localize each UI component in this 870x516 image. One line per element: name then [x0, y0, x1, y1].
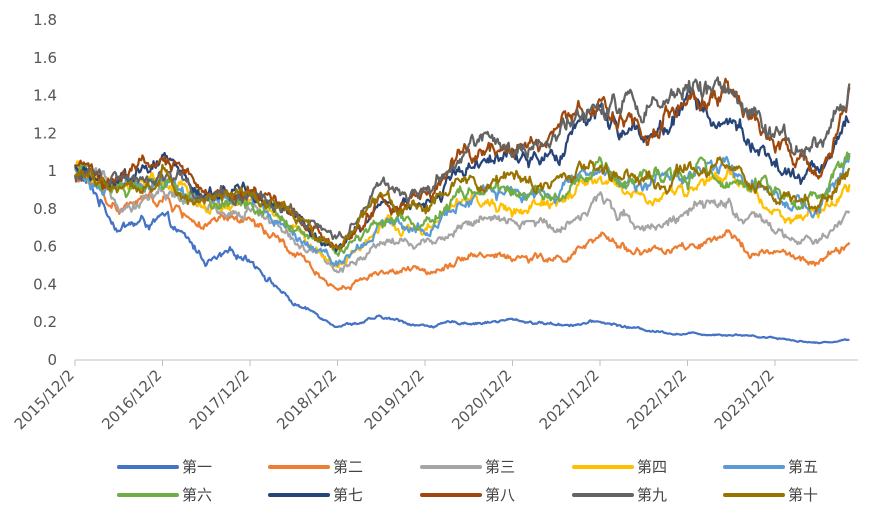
legend-label: 第六 — [182, 486, 212, 504]
legend-label: 第八 — [485, 486, 515, 504]
legend-label: 第三 — [485, 458, 515, 476]
legend-item: 第十 — [723, 486, 818, 504]
y-tick-label: 1.2 — [33, 124, 57, 142]
series-line-10 — [74, 156, 851, 251]
x-tick-label: 2016/12/2 — [98, 366, 165, 433]
legend-item: 第六 — [117, 486, 212, 504]
y-tick-label: 1.6 — [33, 49, 57, 67]
legend-item: 第九 — [572, 486, 667, 504]
legend-item: 第五 — [723, 458, 818, 476]
legend-item: 第二 — [268, 458, 363, 476]
series-line-8 — [74, 77, 851, 250]
legend-label: 第十 — [788, 486, 818, 504]
x-tick-label: 2015/12/2 — [11, 366, 78, 433]
y-tick-label: 1.8 — [33, 11, 57, 29]
x-tick-label: 2020/12/2 — [448, 366, 515, 433]
y-tick-label: 0.4 — [33, 275, 57, 293]
x-tick-label: 2021/12/2 — [536, 366, 603, 433]
series-lines — [73, 76, 851, 345]
legend-label: 第七 — [333, 486, 363, 504]
x-tick-label: 2023/12/2 — [711, 366, 778, 433]
legend-item: 第三 — [420, 458, 515, 476]
legend-label: 第九 — [637, 486, 667, 504]
series-line-1 — [74, 167, 850, 345]
legend-label: 第四 — [637, 458, 667, 476]
legend-item: 第四 — [572, 458, 667, 476]
series-line-2 — [74, 169, 851, 292]
legend-item: 第八 — [420, 486, 515, 504]
x-tick-label: 2017/12/2 — [186, 366, 253, 433]
legend-label: 第一 — [182, 458, 212, 476]
legend-item: 第七 — [268, 486, 363, 504]
y-tick-label: 0.8 — [33, 200, 57, 218]
x-tick-label: 2019/12/2 — [361, 366, 428, 433]
legend-item: 第一 — [117, 458, 212, 476]
legend-label: 第五 — [788, 458, 818, 476]
x-axis: 2015/12/2 2016/12/2 2017/12/2 2018/12/2 2019… — [11, 360, 778, 433]
series-line-4 — [74, 160, 851, 269]
x-tick-label: 2018/12/2 — [273, 366, 340, 433]
x-tick-label: 2022/12/2 — [623, 366, 690, 433]
y-tick-label: 0 — [47, 351, 57, 369]
legend-label: 第二 — [333, 458, 363, 476]
y-tick-label: 0.6 — [33, 238, 57, 256]
y-tick-label: 1.4 — [33, 87, 57, 105]
y-tick-label: 0.2 — [33, 313, 57, 331]
y-tick-label: 1 — [47, 162, 57, 180]
y-axis: 0 0.2 0.4 0.6 0.8 1 1.2 1.4 1.6 1.8 — [33, 11, 57, 369]
series-line-9 — [73, 76, 851, 241]
